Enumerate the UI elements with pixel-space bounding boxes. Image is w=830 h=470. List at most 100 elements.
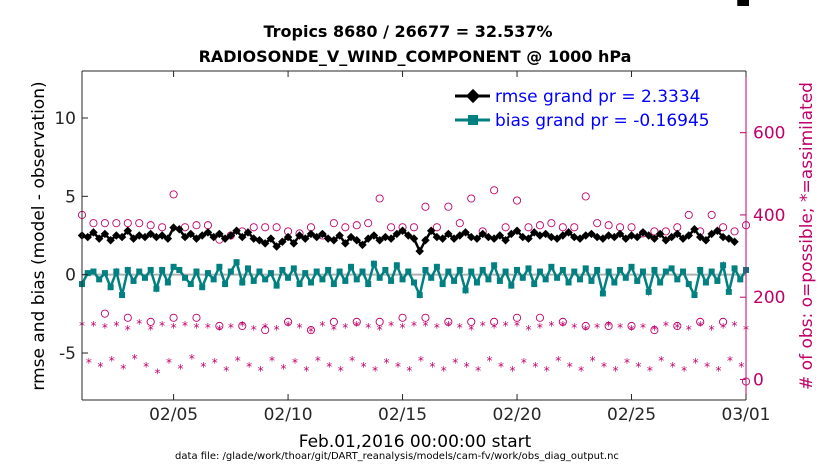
- obs-assimilated-point: *: [200, 360, 206, 374]
- obs-possible-point: [661, 227, 670, 236]
- x-tick-label: 03/01: [722, 405, 771, 425]
- rmse-point: [737, 0, 744, 6]
- rmse-point: [260, 239, 270, 248]
- rmse-point: [743, 0, 749, 6]
- bias-point: [296, 281, 303, 288]
- obs-possible-point: [409, 223, 419, 232]
- rmse-point: [106, 235, 115, 245]
- obs-assimilated-point: *: [292, 356, 298, 370]
- obs-assimilated-point: *: [601, 360, 607, 374]
- data-file-note: data file: /glade/work/thoar/git/DART_re…: [175, 451, 619, 462]
- bias-point: [639, 268, 646, 275]
- legend-box: [448, 82, 740, 132]
- bias-point: [210, 276, 217, 283]
- obs-possible-point: [467, 194, 476, 203]
- obs-assimilated-point: *: [319, 319, 325, 333]
- bias-point: [290, 265, 297, 272]
- rmse-point: [318, 229, 327, 239]
- bias-point: [285, 274, 292, 281]
- bias-point: [376, 274, 383, 281]
- obs-assimilated-point: *: [239, 319, 245, 333]
- bias-point: [353, 276, 360, 283]
- obs-assimilated-point: *: [212, 356, 218, 370]
- bias-point: [617, 266, 624, 273]
- obs-assimilated-point: *: [143, 360, 149, 374]
- x-tick-label: 02/15: [378, 405, 427, 425]
- bias-point: [645, 288, 652, 295]
- rmse-point: [129, 234, 138, 243]
- obs-possible-point: [306, 326, 316, 335]
- obs-possible-point: [398, 313, 407, 322]
- bias-point: [502, 268, 509, 275]
- obs-assimilated-point: *: [727, 354, 733, 368]
- bias-point: [577, 276, 583, 283]
- obs-assimilated-point: *: [361, 360, 367, 374]
- obs-assimilated-point: *: [670, 360, 676, 374]
- bias-point: [519, 274, 526, 281]
- rmse-point: [346, 232, 356, 242]
- bias-point: [153, 285, 160, 292]
- obs-assimilated-point: *: [434, 321, 440, 335]
- obs-possible-point: [123, 313, 132, 322]
- rmse-point: [386, 234, 396, 243]
- bias-point: [599, 290, 606, 297]
- obs-assimilated-point: *: [155, 366, 161, 380]
- obs-assimilated-point: *: [720, 321, 726, 335]
- bias-point: [330, 281, 337, 288]
- obs-possible-point: [581, 321, 590, 331]
- bias-point: [473, 279, 480, 286]
- bias-point: [164, 279, 171, 286]
- obs-assimilated-point: *: [578, 364, 584, 378]
- rmse-point: [89, 228, 98, 237]
- obs-possible-point: [570, 223, 579, 232]
- obs-possible-point: [432, 223, 441, 232]
- rmse-point: [404, 231, 413, 240]
- obs-assimilated-point: *: [97, 360, 103, 374]
- bias-point: [393, 262, 400, 269]
- obs-assimilated-point: *: [125, 323, 131, 337]
- obs-assimilated-point: *: [498, 360, 504, 374]
- obs-possible-point: [535, 221, 544, 230]
- obs-assimilated-point: *: [274, 323, 280, 337]
- bias-point: [433, 263, 440, 270]
- bias-point: [342, 277, 349, 284]
- bias-point: [491, 262, 498, 269]
- obs-assimilated-point: *: [663, 319, 669, 333]
- obs-assimilated-point: *: [388, 319, 394, 333]
- bias-point: [130, 277, 137, 284]
- obs-possible-point: [272, 223, 281, 232]
- obs-assimilated-point: *: [372, 364, 378, 378]
- bias-point: [737, 276, 744, 283]
- rmse-point: [186, 229, 196, 239]
- obs-possible-point: [238, 321, 247, 331]
- obs-possible-point: [604, 321, 613, 331]
- obs-possible-point: [696, 317, 705, 326]
- bias-point: [685, 281, 692, 288]
- obs-assimilated-point: *: [640, 321, 646, 335]
- bias-point: [542, 276, 549, 283]
- obs-possible-point: [284, 317, 293, 326]
- obs-possible-point: [192, 313, 201, 322]
- bias-point: [124, 266, 131, 273]
- legend-bias-marker: [468, 115, 478, 125]
- rmse-point: [375, 235, 384, 245]
- rmse-point: [369, 231, 379, 240]
- obs-assimilated-point: *: [349, 354, 355, 368]
- obs-possible-point: [112, 219, 121, 228]
- obs-possible-point: [512, 196, 522, 205]
- bias-point: [428, 274, 435, 281]
- obs-assimilated-point: *: [693, 356, 699, 370]
- obs-possible-point: [581, 192, 590, 201]
- rmse-point: [489, 234, 499, 243]
- obs-assimilated-point: *: [411, 319, 417, 333]
- bias-point: [536, 268, 543, 275]
- bias-point: [359, 268, 366, 275]
- obs-possible-point: [352, 221, 361, 230]
- obs-possible-point: [329, 219, 338, 228]
- bias-point: [468, 268, 475, 275]
- rmse-point: [289, 239, 299, 248]
- rmse-point: [426, 226, 436, 236]
- obs-possible-point: [455, 219, 464, 228]
- rmse-point: [117, 232, 127, 242]
